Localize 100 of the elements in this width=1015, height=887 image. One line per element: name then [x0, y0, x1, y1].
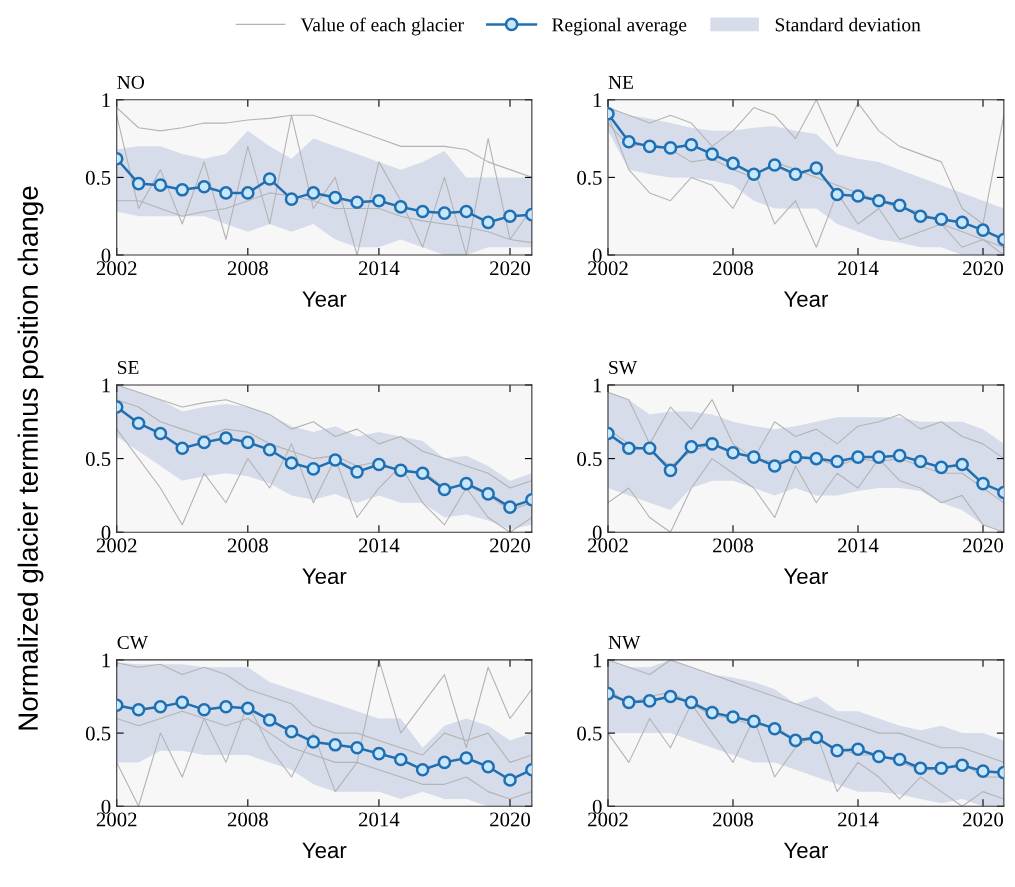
point	[262, 713, 277, 727]
point	[372, 457, 386, 472]
point	[767, 158, 782, 172]
point	[934, 761, 949, 776]
y-tick-label: 1	[102, 653, 110, 668]
chart-title: SE	[118, 360, 139, 375]
point	[459, 751, 474, 765]
point	[872, 193, 886, 208]
y-tick-label: 0	[592, 525, 602, 540]
x-tick-label: 2008	[713, 538, 754, 553]
point	[372, 746, 386, 761]
x-tick-label: 2020	[490, 261, 531, 276]
x-tick-label: 2020	[963, 261, 1004, 276]
point	[241, 701, 255, 716]
y-tick-label: 0.5	[577, 451, 602, 467]
x-tick-label: 2014	[359, 261, 400, 276]
point	[851, 189, 865, 203]
x-tick-label: 2014	[838, 538, 879, 553]
y-tick-label: 0	[592, 799, 602, 814]
x-axis-title: Year	[783, 291, 828, 307]
point	[747, 167, 761, 182]
point	[934, 460, 949, 475]
point	[830, 187, 844, 202]
point	[851, 450, 865, 464]
point	[175, 441, 190, 456]
x-tick-label: 2002	[96, 812, 137, 827]
point	[284, 456, 299, 470]
point	[684, 695, 699, 710]
point	[284, 192, 299, 206]
y-tick-label: 1	[593, 653, 602, 668]
point	[350, 195, 364, 210]
point	[306, 462, 321, 476]
point	[684, 439, 699, 454]
y-tick-label: 1	[593, 93, 602, 108]
x-tick-label: 2002	[588, 261, 628, 276]
chart-title: SW	[609, 360, 638, 375]
chart-title: CW	[117, 635, 149, 650]
point	[153, 699, 168, 714]
x-tick-label: 2002	[96, 538, 137, 553]
point	[663, 463, 678, 478]
x-axis-title: Year	[302, 568, 347, 585]
point	[131, 702, 146, 717]
point	[437, 755, 452, 770]
x-tick-label: 2014	[838, 812, 879, 827]
y-tick-label: 0.5	[85, 726, 111, 741]
point	[622, 441, 636, 456]
point	[306, 186, 321, 200]
point	[622, 134, 636, 149]
point	[306, 735, 321, 749]
point	[153, 178, 168, 192]
point	[481, 215, 495, 230]
x-tick-label: 2014	[359, 538, 400, 553]
y-tick-label: 0	[101, 248, 111, 263]
y-tick-label: 0.5	[85, 451, 111, 467]
point	[372, 193, 386, 208]
chart-title: NO	[117, 75, 145, 89]
x-axis-title: Year	[302, 842, 347, 859]
chart-title: NW	[608, 636, 641, 650]
point	[328, 190, 343, 205]
point	[197, 179, 211, 194]
y-tick-label: 0	[101, 799, 111, 814]
point	[175, 183, 190, 197]
point	[503, 209, 517, 224]
point	[913, 454, 928, 469]
point	[459, 476, 474, 491]
point	[747, 450, 761, 464]
point	[459, 204, 474, 219]
point	[642, 441, 657, 456]
point	[503, 500, 517, 514]
x-axis-title: Year	[783, 842, 828, 859]
point	[830, 454, 844, 469]
point	[503, 773, 517, 787]
point	[955, 457, 969, 472]
point	[393, 463, 408, 478]
point	[153, 426, 168, 441]
point	[241, 435, 255, 450]
point	[747, 714, 761, 729]
point	[415, 762, 430, 777]
point	[131, 416, 146, 431]
point	[913, 761, 928, 776]
point	[684, 138, 699, 152]
point	[913, 209, 928, 224]
x-tick-label: 2002	[588, 538, 628, 553]
x-tick-label: 2008	[227, 812, 268, 827]
x-tick-label: 2002	[96, 261, 137, 276]
point	[622, 695, 636, 710]
point	[415, 204, 430, 219]
point	[328, 738, 343, 752]
point	[481, 759, 495, 774]
point	[131, 176, 146, 191]
text: Standard deviation	[775, 17, 921, 32]
point	[219, 699, 233, 714]
point	[788, 167, 803, 182]
y-tick-label: 0	[101, 525, 111, 540]
point	[892, 752, 907, 767]
point	[726, 710, 740, 724]
x-tick-label: 2020	[963, 538, 1004, 553]
point	[976, 223, 990, 237]
point	[415, 466, 430, 481]
point	[955, 758, 969, 773]
